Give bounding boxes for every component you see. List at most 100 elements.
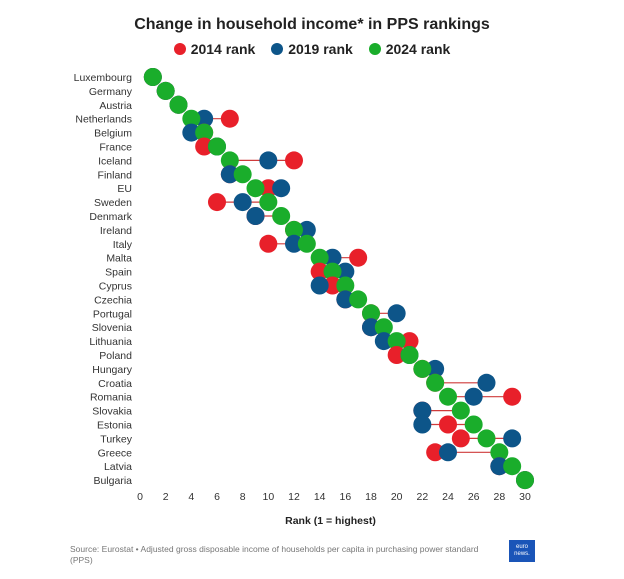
point-2014 [323,276,342,295]
category-label: Malta [106,253,132,265]
legend: 2014 rank 2019 rank 2024 rank [0,41,624,58]
point-2024 [387,332,406,351]
category-label: Bulgaria [93,475,132,487]
legend-item-2024[interactable]: 2024 rank [368,41,451,57]
point-2024 [259,193,278,212]
point-2019 [310,276,329,295]
point-2014 [195,137,214,156]
point-2024 [156,81,175,100]
point-2024 [451,401,470,420]
point-2024 [464,415,483,434]
chart-title: Change in household income* in PPS ranki… [134,16,490,33]
category-label: France [99,142,132,154]
x-axis-label: Rank (1 = highest) [285,515,376,527]
row-czechia: Czechia [94,290,368,309]
point-2024 [426,373,445,392]
row-italy: Italy [113,234,316,253]
point-2024 [208,137,226,156]
point-2019 [297,220,316,239]
point-2024 [246,179,265,198]
category-label: EU [117,183,132,195]
point-2024 [169,95,188,114]
row-belgium: Belgium [94,123,214,142]
category-label: Croatia [98,378,132,390]
point-2024 [516,471,534,490]
point-2024 [310,248,329,267]
category-label: Finland [98,169,133,181]
x-tick-label: 8 [240,491,246,503]
category-label: Germany [89,86,133,98]
legend-label-2024: 2024 rank [385,41,451,57]
point-2019 [220,165,239,184]
category-label: Sweden [94,197,132,209]
category-label: Romania [90,392,132,404]
point-2024 [182,109,201,128]
point-2019 [490,457,509,476]
legend-item-2014[interactable]: 2014 rank [173,41,255,57]
legend-marker-2014 [173,43,186,55]
legend-item-2019[interactable]: 2019 rank [271,41,353,57]
point-2024 [490,443,509,462]
x-tick-label: 24 [442,491,454,503]
row-finland: Finland [98,165,252,184]
row-greece: Greece [98,443,509,462]
point-2014 [259,179,278,198]
point-2019 [336,290,355,309]
point-2019 [233,193,252,212]
point-2019 [195,109,214,128]
category-label: Denmark [89,211,132,223]
row-spain: Spain [105,262,355,281]
category-label: Poland [99,350,132,362]
point-2014 [503,387,522,406]
row-eu: EU [117,179,291,198]
row-netherlands: Netherlands [75,109,239,128]
category-label: Lithuania [89,336,132,348]
category-label: Slovenia [92,322,132,334]
point-2019 [413,401,432,420]
point-2014 [310,262,329,281]
category-label: Netherlands [75,114,132,126]
x-tick-label: 18 [365,491,377,503]
row-turkey: Turkey [100,429,522,448]
category-label: Cyprus [99,281,132,293]
category-label: Belgium [94,128,132,140]
row-hungary: Hungary [92,359,445,378]
point-2019 [439,443,457,462]
rows-layer: Luxembourg Germany Austria Netherlands Belgi… [74,68,534,490]
x-tick-label: 30 [519,491,531,503]
legend-marker-2024 [368,43,381,55]
point-2019 [272,179,291,198]
point-2024 [220,151,239,170]
source-note: Source: Eurostat • Adjusted gross dispos… [70,544,479,565]
point-2019 [246,207,265,225]
row-slovakia: Slovakia [92,401,470,420]
point-2014 [400,332,419,351]
point-2019 [387,304,406,323]
legend-label-2019: 2019 rank [288,41,353,57]
row-france: France [99,137,226,156]
point-2019 [374,332,393,351]
row-poland: Poland [99,346,419,364]
point-2019 [336,262,355,281]
point-2024 [503,457,522,476]
point-2019 [323,248,342,267]
category-label: Italy [113,239,133,251]
point-2014 [349,248,368,267]
category-label: Luxembourg [74,72,133,84]
x-tick-label: 0 [137,491,143,503]
point-2019 [259,151,278,170]
point-2024 [477,429,496,448]
category-label: Czechia [94,294,132,306]
point-2024 [272,207,291,225]
category-label: Hungary [92,364,132,376]
category-label: Spain [105,267,132,279]
point-2014 [259,234,278,253]
category-label: Ireland [100,225,132,237]
row-bulgaria: Bulgaria [93,471,534,490]
x-tick-label: 16 [339,491,351,503]
point-2014 [220,109,239,128]
point-2019 [426,359,445,378]
row-denmark: Denmark [89,207,291,225]
